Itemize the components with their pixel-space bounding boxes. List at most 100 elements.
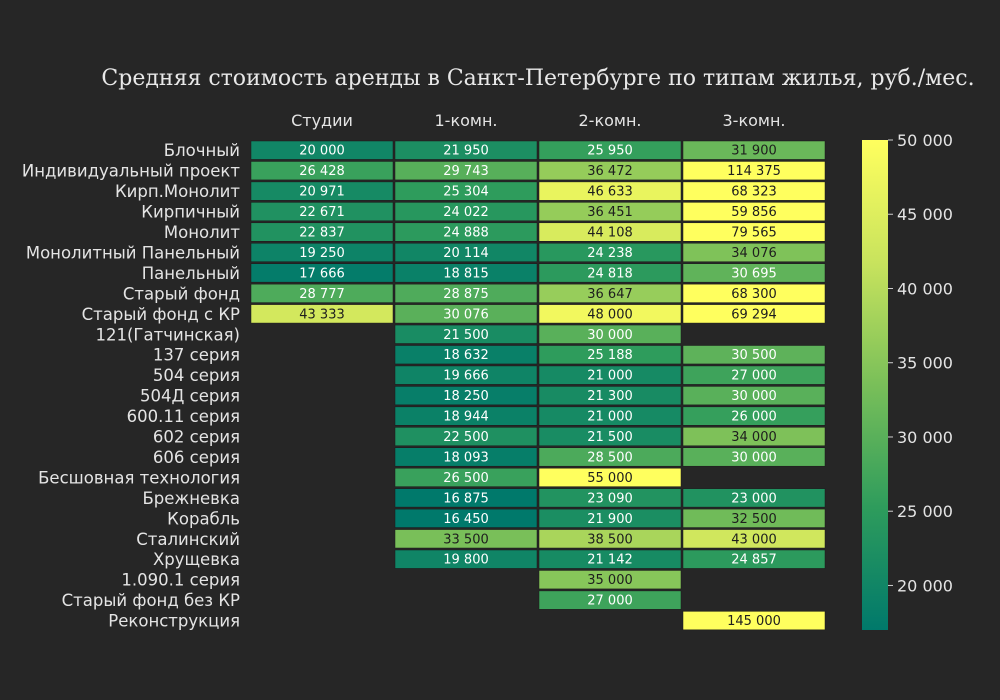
cell-value-label: 18 944 xyxy=(443,410,489,425)
heatmap-cell xyxy=(250,161,394,181)
cell-value-label: 30 000 xyxy=(731,450,777,465)
heatmap-cell xyxy=(250,140,394,160)
cell-value-label: 19 666 xyxy=(443,369,489,384)
heatmap-cell xyxy=(394,283,538,303)
heatmap-cell xyxy=(682,406,826,426)
heatmap-cell xyxy=(682,263,826,283)
heatmap-cell xyxy=(394,467,538,487)
cell-value-label: 21 500 xyxy=(443,328,489,343)
heatmap-cell xyxy=(682,427,826,446)
heatmap-cell xyxy=(250,283,394,303)
colorbar-tick-label: 30 000 xyxy=(897,428,953,447)
column-label: 3-комн. xyxy=(722,111,785,130)
heatmap-cell xyxy=(394,488,538,508)
heatmap-cell xyxy=(538,181,682,201)
colorbar-tick-label: 50 000 xyxy=(897,131,953,150)
row-label: Старый фонд без КР xyxy=(62,591,240,610)
heatmap-cell xyxy=(538,222,682,242)
heatmap-cell xyxy=(682,488,826,508)
heatmap-cell xyxy=(250,181,394,201)
cell-value-label: 18 815 xyxy=(443,266,489,281)
cell-value-label: 31 900 xyxy=(731,144,777,159)
cell-value-label: 27 000 xyxy=(587,594,633,609)
heatmap-cell xyxy=(394,181,538,201)
heatmap-cell xyxy=(250,263,394,283)
row-label: Панельный xyxy=(142,264,240,283)
cell-value-label: 43 333 xyxy=(299,307,345,322)
cell-value-label: 25 188 xyxy=(587,348,633,363)
heatmap-cell xyxy=(682,181,826,201)
row-label: Реконструкция xyxy=(108,612,240,631)
cell-value-label: 35 000 xyxy=(587,573,633,588)
heatmap-cell xyxy=(682,243,826,262)
cell-value-label: 21 142 xyxy=(587,553,633,568)
cell-value-label: 21 500 xyxy=(587,430,633,445)
cell-value-label: 24 888 xyxy=(443,226,489,241)
heatmap-cell xyxy=(538,570,682,590)
cell-value-label: 20 971 xyxy=(299,185,345,200)
cell-value-label: 30 500 xyxy=(731,348,777,363)
cell-value-label: 23 000 xyxy=(731,491,777,506)
cell-value-label: 18 093 xyxy=(443,450,489,465)
row-label: 121(Гатчинская) xyxy=(96,325,241,344)
row-label: Старый фонд xyxy=(123,284,240,303)
chart-title: Средняя стоимость аренды в Санкт-Петербу… xyxy=(101,66,974,91)
row-label: 606 серия xyxy=(153,448,240,467)
row-label: 504Д серия xyxy=(140,387,240,406)
colorbar: 20 000 25 000 30 000 35 000 40 000 45 000 50 0… xyxy=(862,131,953,630)
heatmap-cell xyxy=(682,161,826,181)
colorbar-tick-label: 20 000 xyxy=(897,576,953,595)
heatmap-cell xyxy=(682,611,826,631)
cell-value-label: 69 294 xyxy=(731,307,777,322)
heatmap-cell xyxy=(538,590,682,610)
column-labels: Студии 1-комн. 2-комн. 3-комн. xyxy=(291,111,785,130)
heatmap-cell xyxy=(394,140,538,160)
cell-value-label: 114 375 xyxy=(727,164,781,179)
cell-value-label: 22 671 xyxy=(299,205,345,220)
cell-value-label: 30 695 xyxy=(731,266,777,281)
cell-value-label: 22 837 xyxy=(299,226,345,241)
heatmap-cell xyxy=(538,140,682,160)
cell-value-label: 24 818 xyxy=(587,266,633,281)
colorbar-tick-label: 45 000 xyxy=(897,205,953,224)
heatmap-cell xyxy=(250,304,394,324)
cell-value-label: 36 472 xyxy=(587,164,633,179)
row-label: 1.090.1 серия xyxy=(121,571,240,590)
cell-value-label: 20 000 xyxy=(299,144,345,159)
cell-value-label: 27 000 xyxy=(731,369,777,384)
heatmap-cells: 20 000 21 950 25 950 31 900 26 428 29 743 36 4… xyxy=(250,140,826,631)
column-label: Студии xyxy=(291,111,353,130)
heatmap-cell xyxy=(682,304,826,324)
cell-value-label: 21 000 xyxy=(587,410,633,425)
heatmap-cell xyxy=(394,365,538,385)
cell-value-label: 145 000 xyxy=(727,614,781,629)
cell-value-label: 43 000 xyxy=(731,532,777,547)
cell-value-label: 19 800 xyxy=(443,553,489,568)
cell-value-label: 16 450 xyxy=(443,512,489,527)
cell-value-label: 38 500 xyxy=(587,532,633,547)
cell-value-label: 36 451 xyxy=(587,205,633,220)
cell-value-label: 29 743 xyxy=(443,164,489,179)
heatmap-cell xyxy=(538,508,682,528)
heatmap-cell xyxy=(682,202,826,222)
heatmap-cell xyxy=(250,202,394,222)
row-label: Монолит xyxy=(164,223,240,242)
cell-value-label: 22 500 xyxy=(443,430,489,445)
cell-value-label: 30 000 xyxy=(587,328,633,343)
cell-value-label: 26 428 xyxy=(299,164,345,179)
colorbar-tick-label: 35 000 xyxy=(897,354,953,373)
heatmap-cell xyxy=(394,529,538,549)
heatmap-cell xyxy=(538,488,682,508)
heatmap-cell xyxy=(538,365,682,385)
heatmap-cell xyxy=(538,202,682,222)
heatmap-cell xyxy=(394,222,538,242)
heatmap-cell xyxy=(682,447,826,467)
heatmap-cell xyxy=(538,263,682,283)
heatmap-cell xyxy=(394,263,538,283)
row-label: 504 серия xyxy=(153,366,240,385)
cell-value-label: 25 950 xyxy=(587,144,633,159)
cell-value-label: 20 114 xyxy=(443,246,489,261)
heatmap-cell xyxy=(250,222,394,242)
cell-value-label: 21 000 xyxy=(587,369,633,384)
heatmap-cell xyxy=(394,324,538,344)
